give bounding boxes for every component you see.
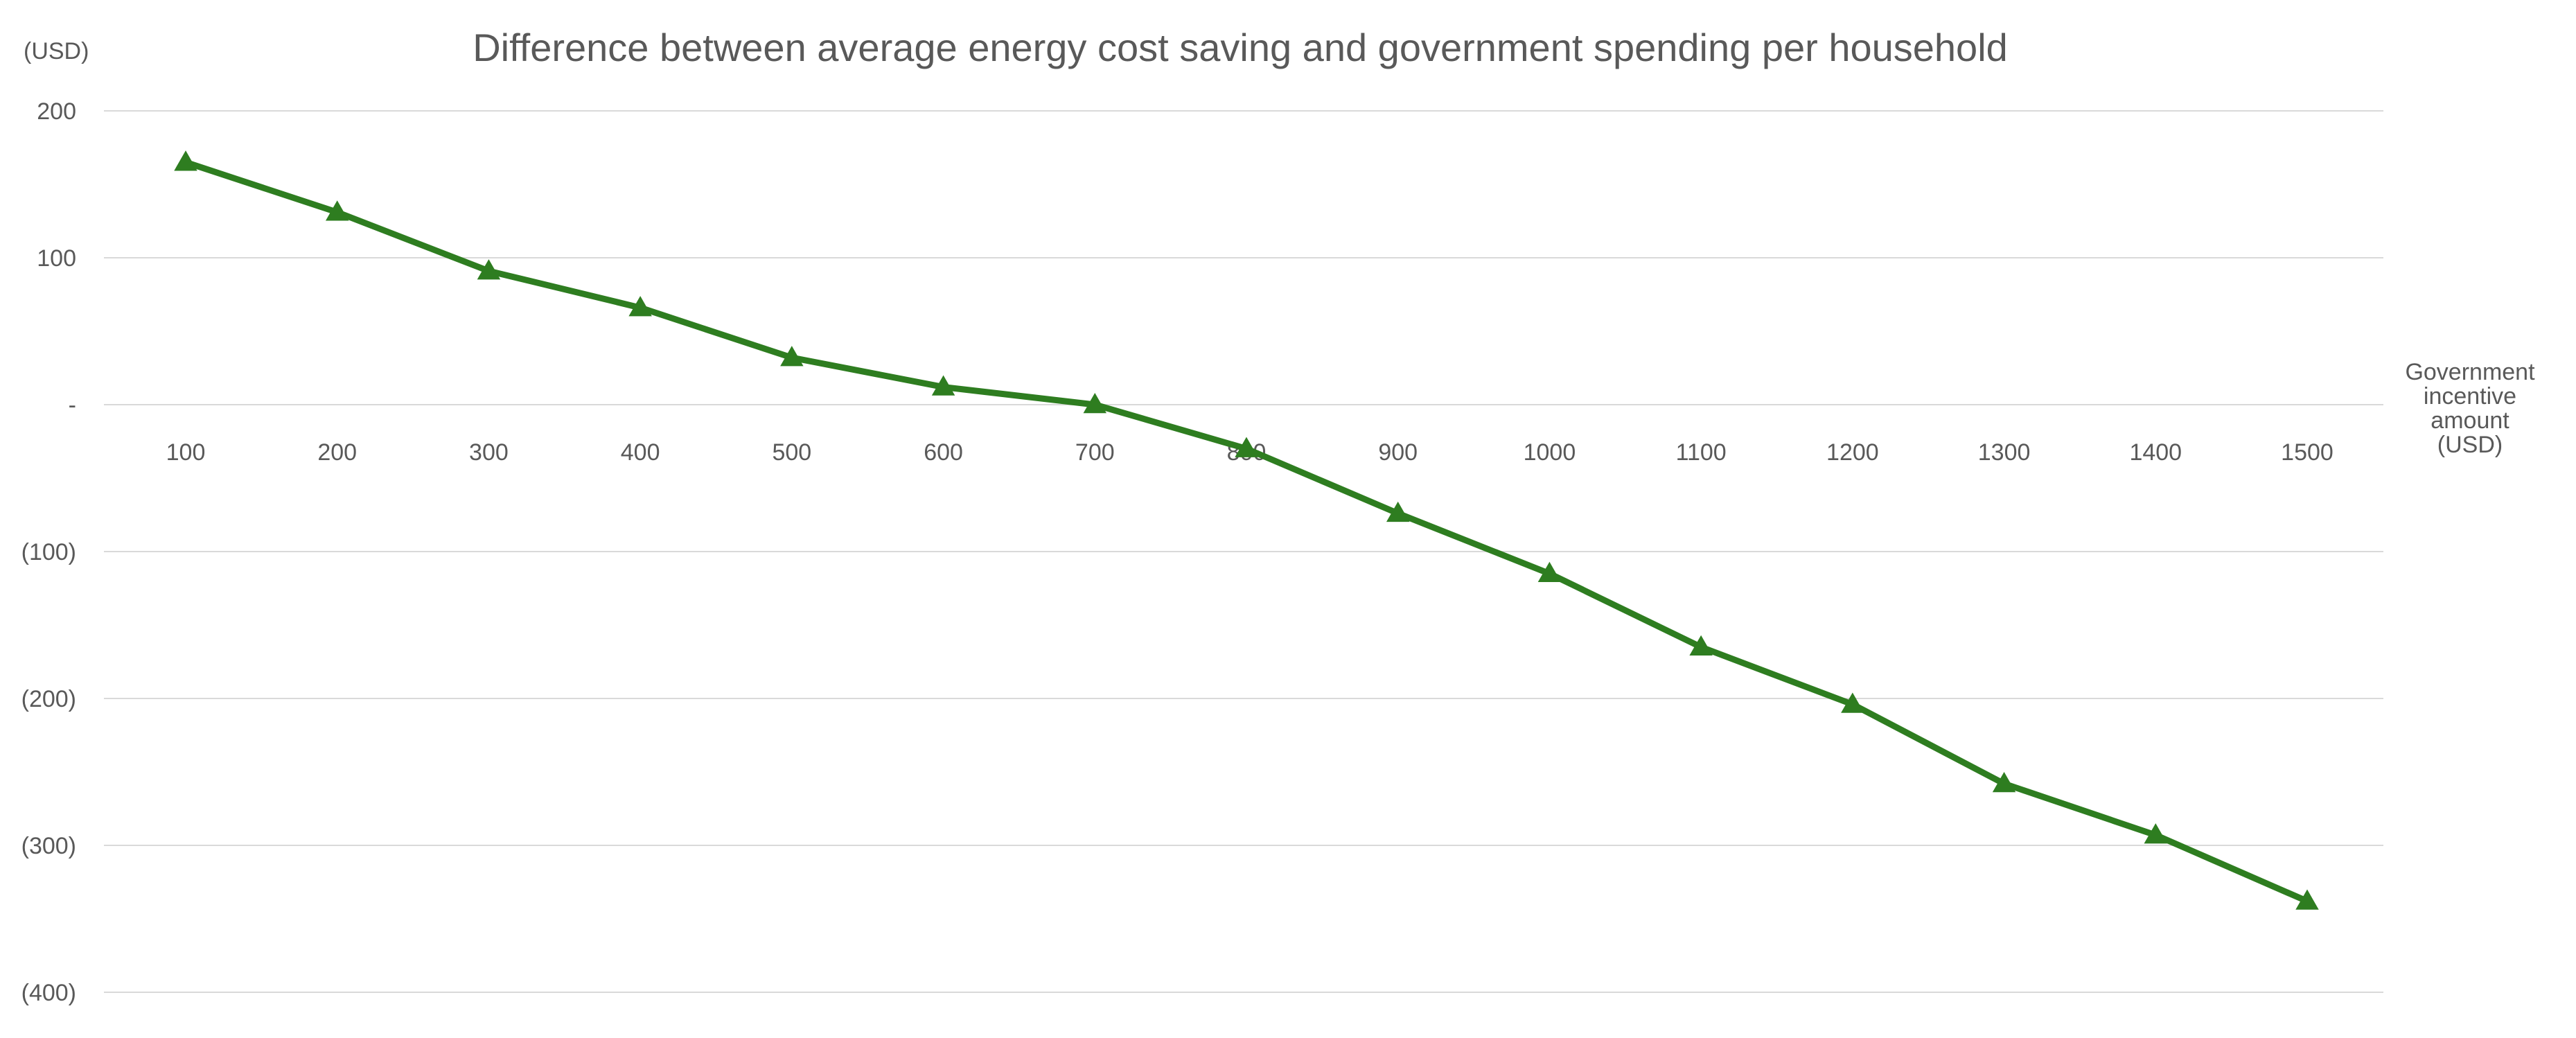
data-point-marker	[2144, 823, 2168, 844]
y-tick-label: 100	[37, 245, 76, 272]
y-tick-label: 200	[37, 98, 76, 125]
y-tick-label: (300)	[21, 833, 76, 859]
data-point-marker	[628, 296, 652, 317]
x-tick-label: 700	[1075, 439, 1115, 466]
x-tick-label: 1400	[2129, 439, 2182, 466]
series-line	[182, 159, 2311, 905]
data-point-marker	[1992, 771, 2016, 793]
chart-title: Difference between average energy cost s…	[473, 26, 2008, 69]
x-axis-title-line: Government	[2405, 359, 2535, 385]
x-tick-label: 500	[772, 439, 811, 466]
x-tick-label: 1100	[1676, 439, 1727, 466]
x-tick-label: 300	[469, 439, 509, 466]
y-tick-label: (400)	[21, 980, 76, 1006]
data-point-marker	[1083, 392, 1107, 414]
data-point-marker	[931, 375, 955, 396]
x-tick-label: 400	[621, 439, 660, 466]
x-axis-title-line: (USD)	[2437, 432, 2503, 458]
data-point-marker	[325, 200, 349, 221]
data-point-marker	[1537, 561, 1562, 583]
data-point-marker	[1841, 692, 1864, 713]
y-tick-label: -	[69, 392, 76, 419]
data-point-marker	[174, 150, 197, 171]
x-tick-label: 200	[317, 439, 357, 466]
x-tick-label: 1000	[1524, 439, 1576, 466]
x-tick-label: 1500	[2281, 439, 2334, 466]
x-axis-title-line: incentive	[2424, 383, 2516, 410]
x-axis-title-line: amount	[2431, 407, 2509, 434]
y-tick-label: (100)	[21, 539, 76, 565]
y-axis-tick-labels: 200 100 - (100) (200) (300) (400)	[21, 98, 76, 1006]
x-tick-label: 900	[1378, 439, 1418, 466]
data-point-marker	[1386, 501, 1410, 522]
x-tick-label: 100	[166, 439, 206, 466]
y-tick-label: (200)	[21, 686, 76, 712]
gridlines	[104, 110, 2383, 993]
data-point-marker	[477, 259, 501, 280]
data-point-marker	[1235, 437, 1258, 457]
data-point-marker	[1689, 635, 1713, 656]
series-layer	[174, 150, 2319, 910]
x-tick-label: 600	[924, 439, 963, 466]
x-tick-label: 1300	[1978, 439, 2031, 466]
data-point-marker	[780, 346, 804, 367]
x-tick-label: 1200	[1826, 439, 1879, 466]
data-point-marker	[2295, 889, 2319, 910]
x-axis-tick-labels: 1002003004005006007008009001000110012001…	[166, 439, 2334, 466]
y-axis-unit-label: (USD)	[24, 38, 89, 64]
